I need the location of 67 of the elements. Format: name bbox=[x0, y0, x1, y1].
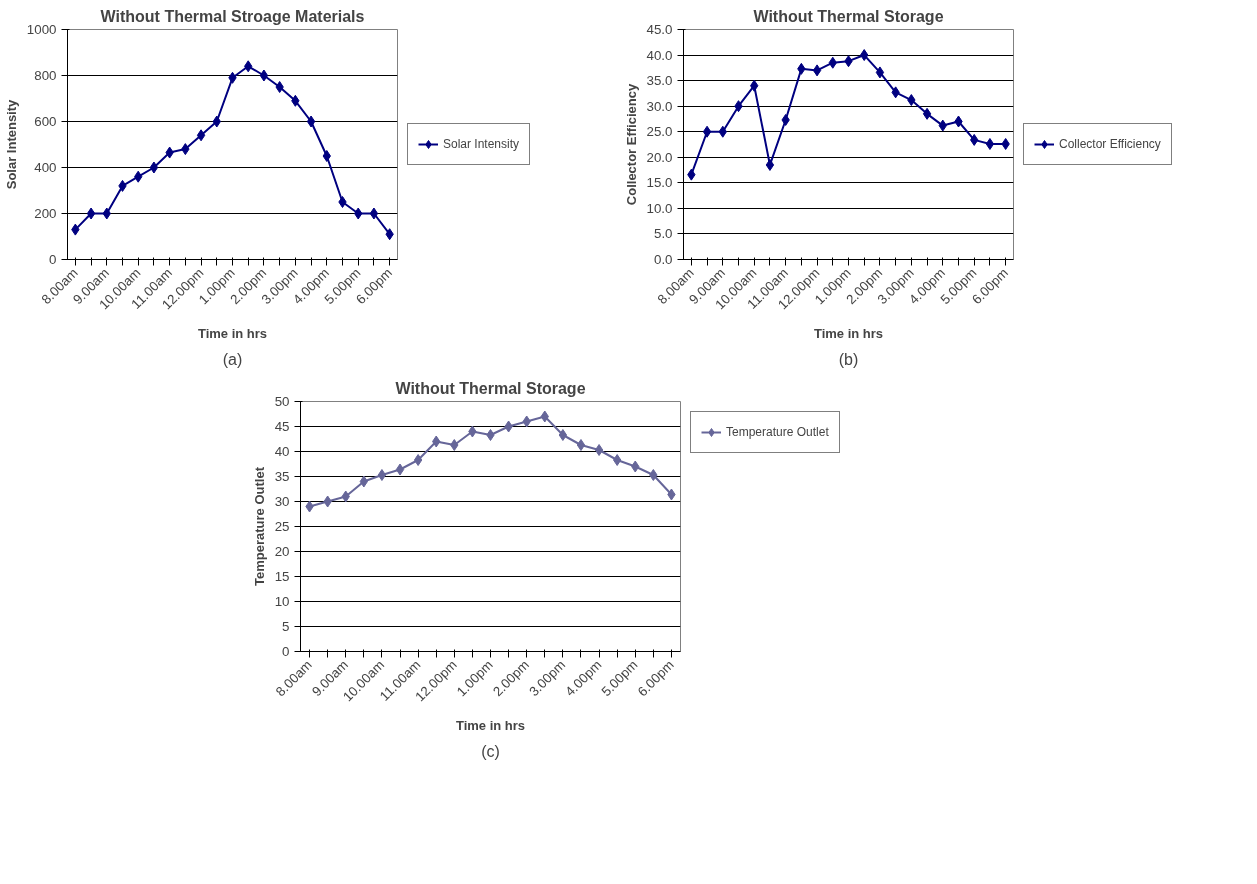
y-tick-label: 30.0 bbox=[646, 98, 673, 114]
point bbox=[594, 444, 604, 456]
point bbox=[702, 125, 712, 138]
text: (c) bbox=[481, 742, 500, 760]
y-tick-label: 50 bbox=[274, 394, 290, 409]
y-tick-label: 5.0 bbox=[653, 226, 673, 242]
y-tick-label: 0 bbox=[282, 644, 290, 659]
text: (b) bbox=[838, 350, 859, 368]
point bbox=[985, 137, 995, 150]
y-tick-label: 40 bbox=[274, 444, 290, 459]
y-tick-label: 800 bbox=[34, 68, 57, 83]
y-tick-label: 600 bbox=[34, 114, 57, 129]
y-tick-label: 35.0 bbox=[646, 73, 673, 89]
point bbox=[765, 158, 775, 171]
y-tick-label: 45 bbox=[274, 419, 290, 434]
point bbox=[613, 454, 622, 466]
point bbox=[377, 469, 387, 481]
chart-title: Without Thermal Storage bbox=[395, 379, 586, 397]
point bbox=[322, 150, 331, 162]
point bbox=[450, 439, 459, 451]
point bbox=[306, 115, 316, 128]
point bbox=[338, 196, 347, 208]
y-tick-label: 400 bbox=[34, 160, 57, 175]
y-tick-label: 20.0 bbox=[646, 149, 673, 165]
y-tick-label: 0.0 bbox=[653, 252, 673, 267]
point bbox=[275, 81, 284, 93]
y-tick-label: 20 bbox=[274, 544, 290, 559]
text: (a) bbox=[222, 350, 243, 368]
point bbox=[558, 429, 568, 441]
x-axis-title: Time in hrs bbox=[813, 325, 884, 341]
point bbox=[812, 64, 822, 77]
y-axis-title: Solar Intensity bbox=[3, 98, 19, 190]
point bbox=[576, 439, 586, 451]
y-tick-label: 35 bbox=[274, 469, 290, 484]
y-axis-title: Temperature Outlet bbox=[251, 466, 267, 586]
y-tick-label: 5 bbox=[282, 619, 290, 634]
y-tick-label: 1000 bbox=[26, 22, 57, 37]
point bbox=[86, 207, 96, 220]
chart-title: Without Thermal Storage bbox=[753, 7, 944, 25]
y-tick-label: 25.0 bbox=[646, 124, 673, 140]
y-tick-label: 200 bbox=[34, 206, 57, 221]
y-tick-label: 25 bbox=[274, 519, 290, 534]
y-tick-label: 0 bbox=[49, 252, 57, 267]
legend-label: Temperature Outlet bbox=[726, 425, 829, 439]
x-axis-title: Time in hrs bbox=[197, 325, 268, 341]
point bbox=[875, 66, 885, 79]
point bbox=[413, 454, 423, 466]
y-tick-label: 40.0 bbox=[646, 47, 673, 63]
point bbox=[486, 429, 495, 441]
legend-label: Collector Efficiency bbox=[1059, 137, 1161, 151]
chart-title: Without Thermal Stroage Materials bbox=[100, 7, 365, 25]
y-tick-label: 15 bbox=[274, 569, 290, 584]
y-tick-label: 30 bbox=[274, 494, 290, 509]
point bbox=[649, 469, 658, 481]
point bbox=[149, 161, 159, 174]
point bbox=[259, 69, 269, 82]
point bbox=[395, 463, 405, 476]
y-tick-label: 10.0 bbox=[646, 200, 673, 216]
point bbox=[196, 129, 206, 142]
y-tick-label: 15.0 bbox=[646, 175, 673, 191]
x-axis-title: Time in hrs bbox=[455, 717, 526, 733]
point bbox=[369, 207, 379, 220]
y-tick-label: 45.0 bbox=[646, 22, 673, 37]
legend-label: Solar Intensity bbox=[443, 137, 520, 151]
point bbox=[922, 107, 932, 120]
y-tick-label: 10 bbox=[274, 594, 290, 609]
y-axis-title: Collector Efficiency bbox=[623, 83, 639, 206]
